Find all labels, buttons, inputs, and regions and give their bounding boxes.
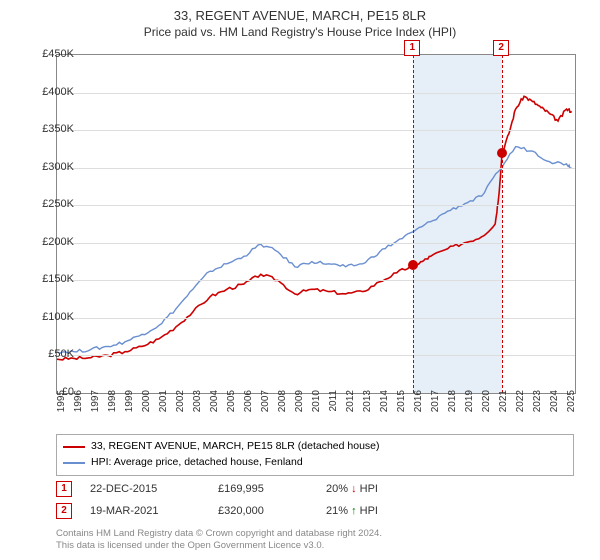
x-tick-label: 2010 (311, 390, 322, 430)
x-tick-label: 2014 (379, 390, 390, 430)
x-tick-label: 2016 (413, 390, 424, 430)
gridline (57, 205, 575, 206)
x-tick-label: 2023 (532, 390, 543, 430)
gridline (57, 318, 575, 319)
x-tick-label: 2001 (158, 390, 169, 430)
sale-row: 1 22-DEC-2015 £169,995 20% ↓ HPI (56, 478, 574, 500)
gridline (57, 280, 575, 281)
x-tick-label: 2015 (396, 390, 407, 430)
sale-dot (408, 260, 418, 270)
y-tick-label: £350K (24, 123, 74, 135)
x-tick-label: 2007 (260, 390, 271, 430)
sale-row-marker: 1 (56, 481, 72, 497)
legend-swatch (63, 446, 85, 448)
sale-row-price: £169,995 (218, 483, 308, 495)
plot-area (56, 54, 576, 394)
chart-subtitle: Price paid vs. HM Land Registry's House … (0, 23, 600, 39)
gridline (57, 168, 575, 169)
x-tick-label: 2017 (430, 390, 441, 430)
y-tick-label: £250K (24, 198, 74, 210)
sale-marker-flag: 2 (493, 40, 509, 56)
series-property (57, 96, 572, 360)
x-tick-label: 2022 (515, 390, 526, 430)
sale-row-marker: 2 (56, 503, 72, 519)
x-tick-label: 2021 (498, 390, 509, 430)
y-tick-label: £400K (24, 86, 74, 98)
legend-row: HPI: Average price, detached house, Fenl… (63, 455, 567, 471)
y-tick-label: £50K (24, 348, 74, 360)
chart-svg (57, 55, 575, 393)
footer-line2: This data is licensed under the Open Gov… (56, 540, 382, 552)
x-tick-label: 1995 (56, 390, 67, 430)
x-tick-label: 2003 (192, 390, 203, 430)
sales-table: 1 22-DEC-2015 £169,995 20% ↓ HPI 2 19-MAR-202… (56, 478, 574, 522)
sale-marker-line (502, 55, 503, 393)
sale-row-delta: 21% ↑ HPI (326, 505, 436, 517)
x-tick-label: 1999 (124, 390, 135, 430)
sale-row-price: £320,000 (218, 505, 308, 517)
x-tick-label: 2005 (226, 390, 237, 430)
sale-marker-flag: 1 (404, 40, 420, 56)
sale-row-date: 22-DEC-2015 (90, 483, 200, 495)
x-tick-label: 2000 (141, 390, 152, 430)
x-tick-label: 2002 (175, 390, 186, 430)
chart-title: 33, REGENT AVENUE, MARCH, PE15 8LR (0, 0, 600, 23)
sale-row-date: 19-MAR-2021 (90, 505, 200, 517)
footer: Contains HM Land Registry data © Crown c… (56, 528, 382, 553)
legend-row: 33, REGENT AVENUE, MARCH, PE15 8LR (deta… (63, 439, 567, 455)
x-tick-label: 2012 (345, 390, 356, 430)
gridline (57, 93, 575, 94)
y-tick-label: £200K (24, 236, 74, 248)
x-tick-label: 2006 (243, 390, 254, 430)
y-tick-label: £450K (24, 48, 74, 60)
y-tick-label: £300K (24, 161, 74, 173)
sale-row: 2 19-MAR-2021 £320,000 21% ↑ HPI (56, 500, 574, 522)
gridline (57, 355, 575, 356)
x-tick-label: 2018 (447, 390, 458, 430)
sale-row-delta: 20% ↓ HPI (326, 483, 436, 495)
gridline (57, 243, 575, 244)
y-tick-label: £100K (24, 311, 74, 323)
footer-line1: Contains HM Land Registry data © Crown c… (56, 528, 382, 540)
legend-label: HPI: Average price, detached house, Fenl… (91, 455, 303, 471)
x-tick-label: 2013 (362, 390, 373, 430)
x-tick-label: 1997 (90, 390, 101, 430)
x-tick-label: 2011 (328, 390, 339, 430)
legend-label: 33, REGENT AVENUE, MARCH, PE15 8LR (deta… (91, 439, 380, 455)
sale-dot (497, 148, 507, 158)
gridline (57, 130, 575, 131)
x-tick-label: 2009 (294, 390, 305, 430)
x-tick-label: 2004 (209, 390, 220, 430)
y-tick-label: £150K (24, 273, 74, 285)
sale-marker-line (413, 55, 414, 393)
series-hpi (57, 147, 572, 354)
x-tick-label: 1998 (107, 390, 118, 430)
legend: 33, REGENT AVENUE, MARCH, PE15 8LR (deta… (56, 434, 574, 476)
x-tick-label: 2008 (277, 390, 288, 430)
x-tick-label: 2024 (549, 390, 560, 430)
chart-container: 33, REGENT AVENUE, MARCH, PE15 8LR Price… (0, 0, 600, 560)
legend-swatch (63, 462, 85, 464)
x-tick-label: 2025 (566, 390, 577, 430)
x-tick-label: 2020 (481, 390, 492, 430)
x-tick-label: 1996 (73, 390, 84, 430)
x-tick-label: 2019 (464, 390, 475, 430)
